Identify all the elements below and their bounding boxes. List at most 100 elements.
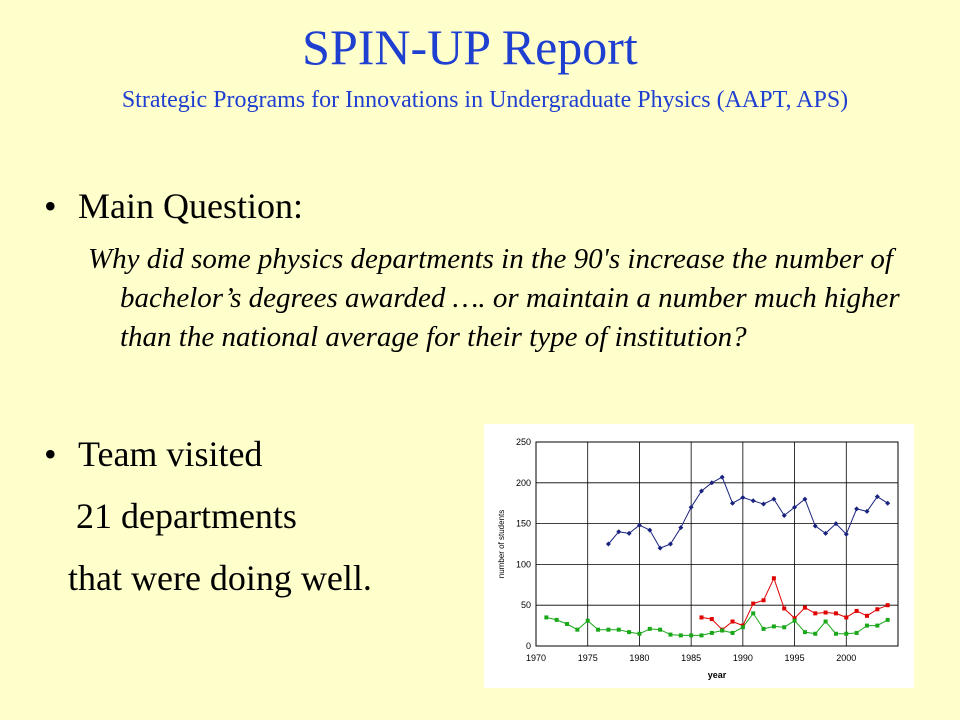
data-point <box>864 508 870 514</box>
bullet-team-visited: • Team visited <box>44 434 262 474</box>
data-point <box>885 603 890 608</box>
team-visited-label: Team visited <box>78 434 263 474</box>
data-point <box>751 611 756 616</box>
data-point <box>636 522 642 528</box>
y-tick-label: 50 <box>521 600 531 610</box>
data-point <box>699 615 704 620</box>
data-point <box>813 631 818 636</box>
data-point <box>771 576 776 581</box>
data-point <box>698 488 704 494</box>
x-tick-label: 2000 <box>836 653 856 663</box>
data-point <box>761 626 766 631</box>
data-point <box>657 545 663 551</box>
data-point <box>730 630 735 635</box>
departments-count: 21 departments <box>76 496 297 536</box>
data-point <box>792 504 798 510</box>
data-point <box>885 500 891 506</box>
data-point <box>771 496 777 502</box>
slide-subtitle: Strategic Programs for Innovations in Un… <box>121 87 849 113</box>
data-point <box>751 601 756 606</box>
data-point <box>854 608 859 613</box>
data-point <box>864 613 869 618</box>
data-point <box>864 623 869 628</box>
data-point <box>792 618 797 623</box>
y-tick-label: 150 <box>516 519 531 529</box>
x-tick-label: 1985 <box>681 653 701 663</box>
data-point <box>730 619 735 624</box>
data-point <box>802 496 808 502</box>
data-point <box>709 480 715 486</box>
data-point <box>843 531 849 537</box>
series-line <box>608 476 888 549</box>
data-point <box>844 615 849 620</box>
bullet-dot-icon: • <box>44 186 57 226</box>
slide-title: SPIN-UP Report <box>302 19 638 75</box>
data-point <box>544 615 549 620</box>
x-tick-label: 1995 <box>785 653 805 663</box>
series-line <box>546 612 888 636</box>
data-point <box>854 506 860 512</box>
students-chart: 0 50 100 150 200 250 1970 1975 1980 1985 1990 1995 2… <box>497 437 899 680</box>
data-point <box>740 494 746 500</box>
data-point <box>585 618 590 623</box>
data-point <box>740 625 745 630</box>
data-point <box>616 529 622 535</box>
data-point <box>802 605 807 610</box>
data-point <box>875 607 880 612</box>
data-point <box>658 627 663 632</box>
data-point <box>605 541 611 547</box>
data-point <box>874 494 880 500</box>
data-point <box>709 630 714 635</box>
data-point <box>833 521 839 527</box>
data-point <box>750 498 756 504</box>
data-point <box>823 610 828 615</box>
data-point <box>823 530 829 536</box>
data-point <box>667 541 673 547</box>
data-point <box>854 630 859 635</box>
data-point <box>606 627 611 632</box>
data-point <box>554 617 559 622</box>
data-point <box>761 501 767 507</box>
data-point <box>771 624 776 629</box>
data-point <box>596 627 601 632</box>
data-point <box>688 504 694 510</box>
y-tick-label: 250 <box>516 437 531 447</box>
y-tick-label: 100 <box>516 559 531 569</box>
data-point <box>875 623 880 628</box>
y-tick-label: 200 <box>516 478 531 488</box>
data-point <box>761 598 766 603</box>
plot-area <box>535 441 899 647</box>
data-point <box>678 633 683 638</box>
data-point <box>720 628 725 633</box>
data-point <box>565 621 570 626</box>
data-point <box>812 523 818 529</box>
data-point <box>627 630 632 635</box>
data-point <box>802 630 807 635</box>
doing-well-text: that were doing well. <box>68 558 372 598</box>
data-point <box>730 500 736 506</box>
y-tick-label: 0 <box>526 641 531 651</box>
x-tick-label: 1990 <box>733 653 753 663</box>
main-question-label: Main Question: <box>78 186 303 226</box>
data-point <box>637 631 642 636</box>
y-axis-label: number of students <box>497 510 506 578</box>
data-point <box>699 633 704 638</box>
question-text-block: Why did some physics departments in the … <box>88 240 928 357</box>
x-tick-label: 1970 <box>526 653 546 663</box>
bullet-dot-icon: • <box>44 434 57 474</box>
data-point <box>792 616 797 621</box>
bullet-main-question: • Main Question: <box>44 186 303 226</box>
data-point <box>719 474 725 480</box>
data-point <box>833 611 838 616</box>
x-tick-label: 1975 <box>578 653 598 663</box>
x-tick-label: 1980 <box>629 653 649 663</box>
data-point <box>616 627 621 632</box>
data-point <box>844 631 849 636</box>
data-point <box>813 611 818 616</box>
data-point <box>626 530 632 536</box>
data-point <box>782 625 787 630</box>
data-point <box>575 627 580 632</box>
question-text: Why did some physics departments in the … <box>88 243 900 353</box>
data-point <box>689 633 694 638</box>
data-point <box>709 617 714 622</box>
